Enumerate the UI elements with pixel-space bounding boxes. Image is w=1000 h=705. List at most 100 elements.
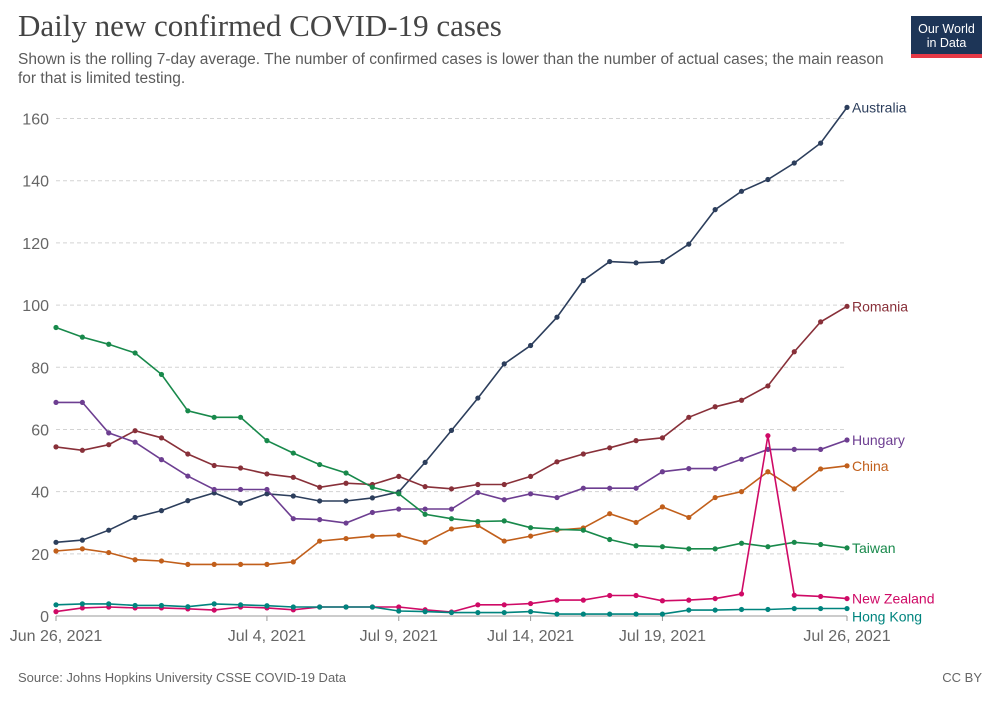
data-point-taiwan[interactable] <box>475 518 481 525</box>
data-point-hong-kong[interactable] <box>659 611 666 617</box>
data-point-romania[interactable] <box>791 349 797 355</box>
data-point-hungary[interactable] <box>422 506 428 512</box>
data-point-australia[interactable] <box>79 537 85 543</box>
data-point-taiwan[interactable] <box>158 371 165 378</box>
data-point-australia[interactable] <box>580 277 586 284</box>
data-point-australia[interactable] <box>607 258 613 265</box>
data-point-hungary[interactable] <box>185 473 191 479</box>
data-point-china[interactable] <box>528 533 534 539</box>
data-point-hong-kong[interactable] <box>53 602 59 608</box>
data-point-romania[interactable] <box>185 451 191 457</box>
data-point-hungary[interactable] <box>738 456 745 462</box>
data-point-hong-kong[interactable] <box>317 604 323 610</box>
data-point-china[interactable] <box>79 546 85 552</box>
data-point-hong-kong[interactable] <box>237 602 244 608</box>
data-point-new-zealand[interactable] <box>738 591 745 597</box>
data-point-hong-kong[interactable] <box>765 606 771 613</box>
data-point-hungary[interactable] <box>448 506 455 512</box>
data-point-hong-kong[interactable] <box>844 605 850 612</box>
data-point-hungary[interactable] <box>343 520 349 526</box>
data-point-taiwan[interactable] <box>765 544 771 550</box>
data-point-australia[interactable] <box>765 176 771 183</box>
data-point-new-zealand[interactable] <box>528 600 534 607</box>
data-point-new-zealand[interactable] <box>501 602 507 608</box>
data-point-new-zealand[interactable] <box>580 597 586 603</box>
data-point-china[interactable] <box>712 494 718 501</box>
data-point-taiwan[interactable] <box>501 518 507 524</box>
data-point-china[interactable] <box>369 533 375 539</box>
data-point-china[interactable] <box>53 548 59 554</box>
data-point-hong-kong[interactable] <box>106 601 112 607</box>
data-point-taiwan[interactable] <box>528 525 534 531</box>
data-point-taiwan[interactable] <box>79 334 85 340</box>
data-point-hong-kong[interactable] <box>554 611 560 617</box>
data-point-taiwan[interactable] <box>317 461 323 468</box>
data-point-china[interactable] <box>317 538 323 544</box>
data-point-romania[interactable] <box>659 435 666 441</box>
data-point-romania[interactable] <box>738 397 745 403</box>
data-point-hungary[interactable] <box>686 466 692 472</box>
data-point-romania[interactable] <box>528 473 534 480</box>
data-point-hong-kong[interactable] <box>343 604 349 610</box>
data-point-new-zealand[interactable] <box>79 605 85 611</box>
data-point-australia[interactable] <box>369 495 375 501</box>
data-point-australia[interactable] <box>53 539 59 545</box>
data-point-hong-kong[interactable] <box>79 601 85 607</box>
data-point-hong-kong[interactable] <box>686 607 692 613</box>
data-point-hungary[interactable] <box>264 486 270 493</box>
data-point-hong-kong[interactable] <box>738 606 745 613</box>
data-point-hong-kong[interactable] <box>422 609 428 615</box>
data-point-taiwan[interactable] <box>686 546 692 552</box>
data-point-hong-kong[interactable] <box>290 604 296 610</box>
data-point-romania[interactable] <box>343 480 349 486</box>
data-point-hungary[interactable] <box>501 497 507 503</box>
data-point-taiwan[interactable] <box>712 546 718 552</box>
data-point-hungary[interactable] <box>712 466 718 472</box>
data-point-new-zealand[interactable] <box>844 595 850 602</box>
data-point-china[interactable] <box>607 511 613 517</box>
data-point-australia[interactable] <box>791 160 797 166</box>
data-point-hungary[interactable] <box>290 516 296 522</box>
data-point-taiwan[interactable] <box>369 484 375 490</box>
data-point-hungary[interactable] <box>317 517 323 523</box>
data-point-china[interactable] <box>132 557 138 563</box>
data-point-china[interactable] <box>422 539 428 545</box>
data-point-australia[interactable] <box>475 395 481 401</box>
data-point-australia[interactable] <box>158 508 165 514</box>
data-point-romania[interactable] <box>290 474 296 480</box>
data-point-romania[interactable] <box>818 319 824 325</box>
data-point-hong-kong[interactable] <box>264 603 270 609</box>
data-point-australia[interactable] <box>844 104 850 110</box>
data-point-australia[interactable] <box>448 427 455 433</box>
data-point-australia[interactable] <box>686 241 692 247</box>
data-point-new-zealand[interactable] <box>686 597 692 603</box>
data-point-australia[interactable] <box>501 361 507 367</box>
data-point-hong-kong[interactable] <box>791 605 797 612</box>
data-point-new-zealand[interactable] <box>396 604 402 610</box>
data-point-hungary[interactable] <box>369 509 375 516</box>
data-point-hong-kong[interactable] <box>158 602 165 609</box>
data-point-hong-kong[interactable] <box>475 609 481 616</box>
data-point-australia[interactable] <box>264 491 270 497</box>
data-point-china[interactable] <box>343 535 349 542</box>
data-point-china[interactable] <box>475 522 481 529</box>
data-point-hong-kong[interactable] <box>633 611 639 617</box>
data-point-australia[interactable] <box>106 527 112 533</box>
data-point-taiwan[interactable] <box>185 408 191 414</box>
data-point-china[interactable] <box>686 514 692 521</box>
data-point-china[interactable] <box>818 466 824 472</box>
data-point-taiwan[interactable] <box>633 543 639 549</box>
data-point-romania[interactable] <box>475 481 481 488</box>
data-point-taiwan[interactable] <box>132 350 138 356</box>
data-point-new-zealand[interactable] <box>475 602 481 608</box>
data-point-romania[interactable] <box>422 484 428 490</box>
data-point-hungary[interactable] <box>791 446 797 452</box>
data-point-new-zealand[interactable] <box>554 597 560 603</box>
data-point-romania[interactable] <box>237 465 244 471</box>
data-point-hungary[interactable] <box>528 491 534 497</box>
data-point-china[interactable] <box>791 486 797 492</box>
data-point-china[interactable] <box>106 549 112 556</box>
data-point-romania[interactable] <box>554 459 560 465</box>
data-point-hong-kong[interactable] <box>132 602 138 609</box>
data-point-romania[interactable] <box>765 383 771 389</box>
